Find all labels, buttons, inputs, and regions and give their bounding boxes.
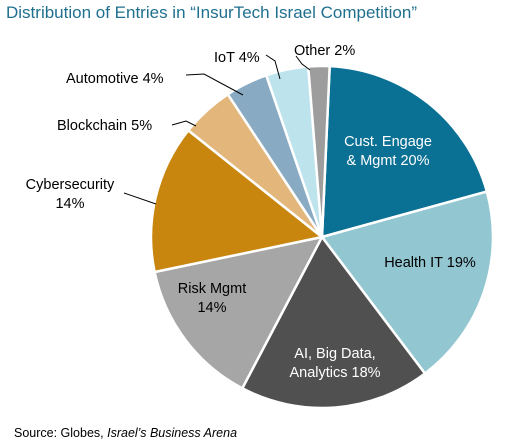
slice-label: Health IT 19% xyxy=(384,255,476,271)
slice-label: Other 2% xyxy=(294,43,355,59)
chart-title: Distribution of Entries in “InsurTech Is… xyxy=(6,3,417,22)
source-italic: Israel’s Business Arena xyxy=(107,426,238,440)
leader-line xyxy=(123,192,157,205)
slice-label: Risk Mgmt 14% xyxy=(178,281,246,316)
slice-label: Cust. Engage & Mgmt 20% xyxy=(344,134,432,169)
slice-label: Cybersecurity 14% xyxy=(26,177,115,212)
leader-line xyxy=(295,55,311,71)
slice-label: IoT 4% xyxy=(214,50,260,66)
source-prefix: Source: Globes, xyxy=(14,426,108,440)
pie-slice-cust-engage-mgmt xyxy=(320,64,489,239)
slice-labels: Cust. Engage & Mgmt 20% Health IT 19% AI, B… xyxy=(26,43,476,381)
pie-slice-cybersecurity xyxy=(149,128,325,274)
pie-slices xyxy=(149,64,495,410)
pie-slice-health-it xyxy=(319,189,495,376)
slice-label: Blockchain 5% xyxy=(57,118,152,134)
source-note: Source: Globes, Israel’s Business Arena xyxy=(14,426,237,440)
leader-lines xyxy=(123,54,311,205)
leader-line xyxy=(265,54,281,80)
pie-slice-other xyxy=(306,64,331,238)
pie-slice-risk-mgmt xyxy=(153,235,325,390)
slice-label: AI, Big Data, Analytics 18% xyxy=(289,346,380,381)
leader-line xyxy=(171,120,197,127)
slice-label: Automotive 4% xyxy=(66,71,164,87)
leader-line xyxy=(185,73,244,96)
pie-slice-ai-big-data-analytics xyxy=(240,234,427,410)
